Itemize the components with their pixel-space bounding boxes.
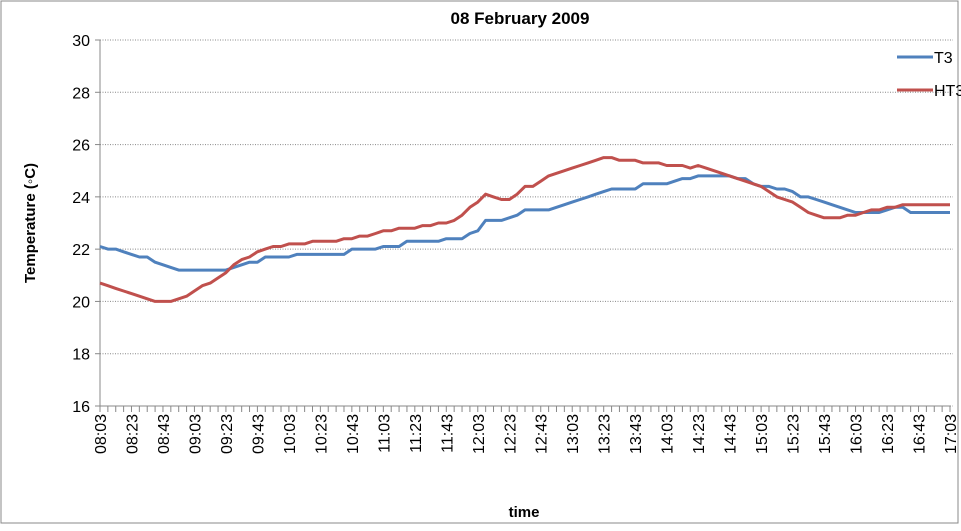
y-tick-label: 18: [72, 347, 90, 364]
x-tick-label: 11:43: [439, 414, 456, 453]
x-tick-label: 13:03: [565, 414, 582, 454]
x-tick-label: 10:43: [345, 414, 362, 454]
x-tick-label: 12:23: [502, 414, 519, 454]
x-tick-label: 14:43: [723, 414, 740, 454]
y-tick-label: 22: [72, 242, 90, 259]
x-tick-label: 12:43: [534, 414, 551, 454]
x-tick-label: 08:43: [156, 414, 173, 454]
x-tick-label: 10:03: [282, 414, 299, 454]
y-tick-label: 24: [72, 190, 90, 207]
y-tick-label: 26: [72, 138, 90, 155]
x-tick-label: 13:23: [597, 414, 614, 454]
series-line: [99, 174, 950, 272]
x-tick-label: 09:43: [250, 414, 267, 454]
x-tick-label: 15:23: [786, 414, 803, 454]
x-tick-label: 08:03: [93, 414, 110, 454]
x-tick-label: 14:23: [691, 414, 708, 454]
y-axis-title: Temperature (◦C): [22, 163, 39, 283]
y-tick-label: 30: [72, 33, 90, 50]
legend-label: HT3: [934, 83, 961, 100]
x-tick-label: 10:23: [313, 414, 330, 454]
x-tick-label: 12:03: [471, 414, 488, 454]
y-tick-label: 20: [72, 294, 90, 311]
x-tick-label: 15:03: [754, 414, 771, 454]
x-tick-label: 17:03: [943, 414, 960, 454]
x-tick-label: 16:03: [849, 414, 866, 454]
legend-label: T3: [934, 50, 953, 67]
x-tick-label: 14:03: [660, 414, 677, 454]
x-tick-label: 15:43: [817, 414, 834, 454]
x-tick-label: 16:23: [880, 414, 897, 454]
x-tick-label: 09:23: [219, 414, 236, 454]
chart-title: 08 February 2009: [451, 9, 590, 28]
x-tick-label: 16:43: [912, 414, 929, 454]
x-tick-label: 08:23: [124, 414, 141, 454]
x-tick-label: 11:03: [376, 414, 393, 453]
series-line: [99, 156, 950, 303]
x-tick-label: 11:23: [408, 414, 425, 453]
x-axis-title: time: [509, 504, 540, 521]
x-tick-label: 13:43: [628, 414, 645, 454]
y-tick-label: 16: [72, 399, 90, 416]
x-tick-label: 09:03: [187, 414, 204, 454]
y-tick-label: 28: [72, 85, 90, 102]
